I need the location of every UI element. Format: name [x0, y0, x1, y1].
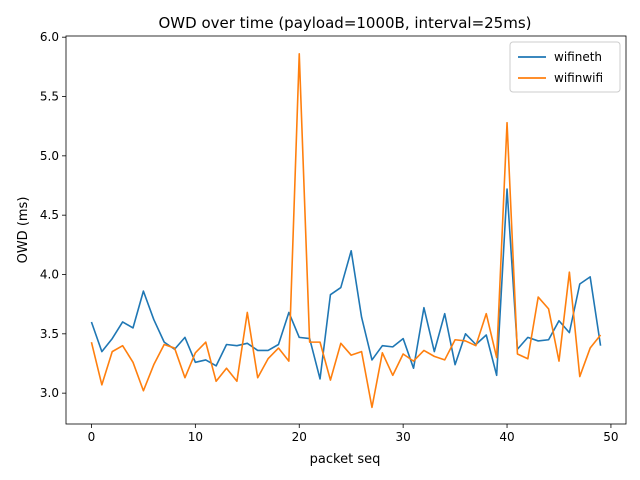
- legend-box: [509, 41, 621, 93]
- y-tick-label: 3.0: [40, 386, 59, 400]
- chart-title: OWD over time (payload=1000B, interval=2…: [158, 14, 531, 32]
- x-tick-label: 40: [499, 430, 514, 444]
- y-axis-label: OWD (ms): [16, 197, 31, 264]
- series-line-wifinwifi: [90, 52, 602, 409]
- y-tick-label: 5.0: [40, 149, 59, 163]
- y-tick-label: 4.0: [40, 267, 59, 281]
- plot-area: [90, 52, 602, 409]
- x-tick-label: 50: [603, 430, 618, 444]
- x-tick-label: 20: [292, 430, 307, 444]
- axes: 0 10 20 30 40 50 3.0 3.5 4.0 4.5 5.0 5.5 6.0: [40, 30, 627, 444]
- y-tick-label: 6.0: [40, 30, 59, 44]
- y-tick-label: 4.5: [40, 208, 59, 222]
- x-axis-label: packet seq: [310, 452, 381, 467]
- y-tick-label: 5.5: [40, 90, 59, 104]
- legend: wifineth wifinwifi: [509, 41, 621, 93]
- y-tick-label: 3.5: [40, 327, 59, 341]
- x-tick-label: 30: [396, 430, 411, 444]
- axes-frame: [65, 35, 627, 425]
- legend-label-wifinwifi: wifinwifi: [554, 71, 603, 85]
- legend-label-wifineth: wifineth: [554, 50, 602, 64]
- x-tick-label: 0: [88, 430, 96, 444]
- x-tick-label: 10: [188, 430, 203, 444]
